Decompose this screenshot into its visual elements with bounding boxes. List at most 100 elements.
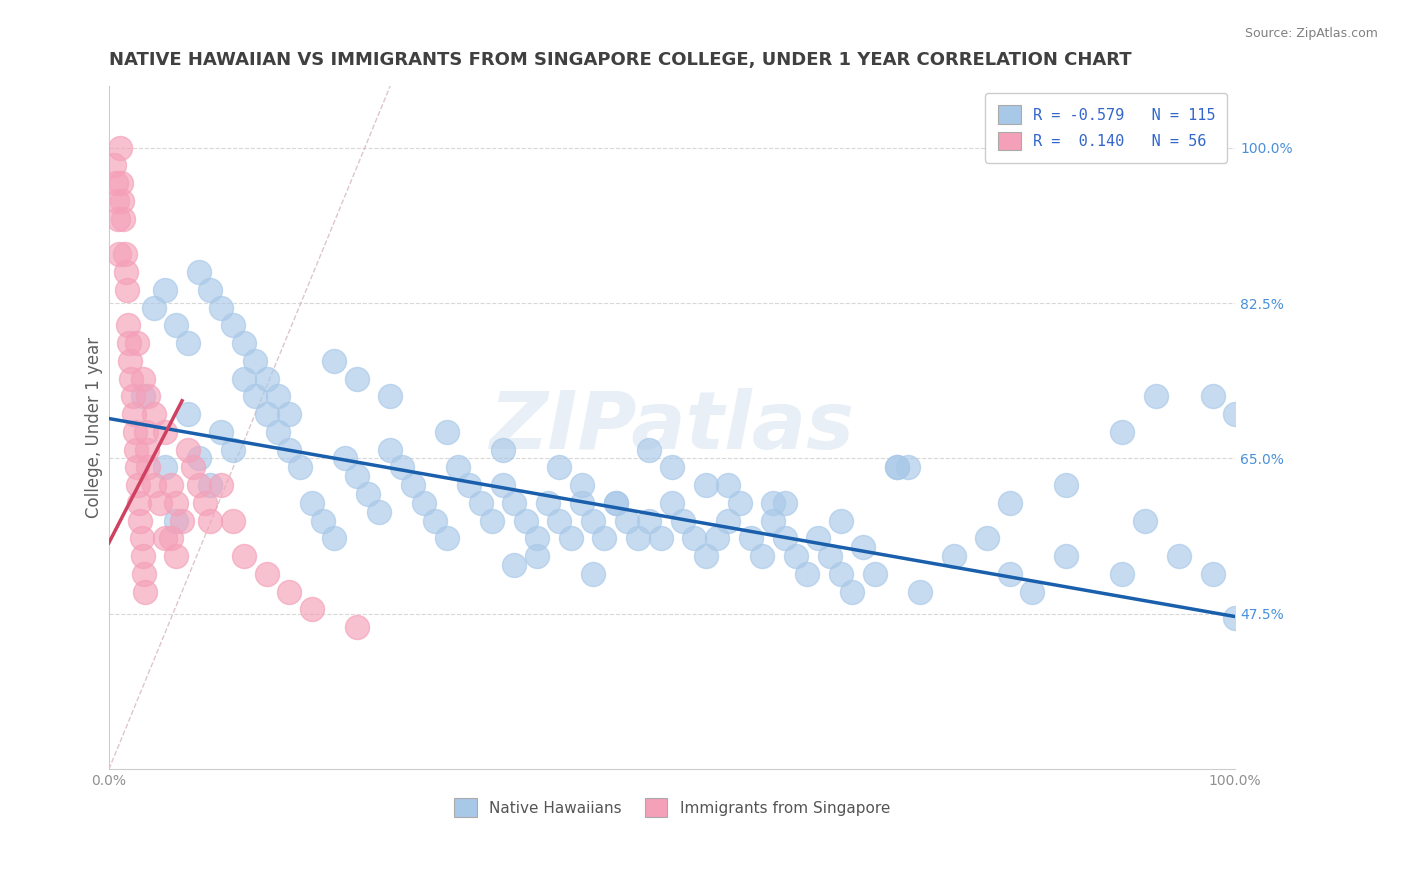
Point bbox=[222, 442, 245, 457]
Point bbox=[796, 566, 818, 581]
Point bbox=[128, 496, 150, 510]
Point bbox=[773, 532, 796, 546]
Point bbox=[131, 532, 153, 546]
Point bbox=[717, 514, 740, 528]
Point bbox=[548, 460, 571, 475]
Point bbox=[830, 514, 852, 528]
Point bbox=[661, 460, 683, 475]
Point bbox=[233, 371, 256, 385]
Point bbox=[1144, 389, 1167, 403]
Point bbox=[142, 301, 165, 315]
Point bbox=[492, 478, 515, 492]
Point bbox=[863, 566, 886, 581]
Point bbox=[142, 407, 165, 421]
Point bbox=[114, 265, 136, 279]
Point bbox=[1054, 549, 1077, 564]
Point bbox=[886, 460, 908, 475]
Point bbox=[582, 566, 605, 581]
Point bbox=[111, 194, 134, 208]
Point bbox=[114, 247, 136, 261]
Point bbox=[312, 514, 335, 528]
Point bbox=[245, 389, 267, 403]
Point bbox=[627, 532, 650, 546]
Point bbox=[136, 442, 159, 457]
Point bbox=[413, 496, 436, 510]
Point bbox=[165, 318, 187, 333]
Point bbox=[153, 460, 176, 475]
Point bbox=[323, 532, 346, 546]
Text: Source: ZipAtlas.com: Source: ZipAtlas.com bbox=[1244, 27, 1378, 40]
Point bbox=[165, 514, 187, 528]
Point bbox=[908, 584, 931, 599]
Point bbox=[548, 514, 571, 528]
Point bbox=[278, 584, 301, 599]
Y-axis label: College, Under 1 year: College, Under 1 year bbox=[86, 337, 103, 518]
Point bbox=[125, 336, 148, 351]
Point bbox=[751, 549, 773, 564]
Point bbox=[200, 478, 222, 492]
Point bbox=[105, 194, 128, 208]
Point bbox=[211, 425, 233, 439]
Point bbox=[278, 442, 301, 457]
Point bbox=[1021, 584, 1043, 599]
Point bbox=[117, 318, 139, 333]
Point bbox=[897, 460, 920, 475]
Point bbox=[706, 532, 728, 546]
Point bbox=[830, 566, 852, 581]
Point bbox=[1133, 514, 1156, 528]
Point bbox=[616, 514, 638, 528]
Point bbox=[125, 442, 148, 457]
Point bbox=[346, 371, 368, 385]
Point bbox=[108, 141, 131, 155]
Point bbox=[447, 460, 470, 475]
Point bbox=[436, 425, 458, 439]
Point bbox=[188, 265, 211, 279]
Point bbox=[104, 176, 127, 190]
Point bbox=[115, 283, 138, 297]
Point bbox=[188, 478, 211, 492]
Point bbox=[717, 478, 740, 492]
Point bbox=[380, 442, 402, 457]
Point bbox=[470, 496, 492, 510]
Point bbox=[841, 584, 863, 599]
Point bbox=[256, 566, 278, 581]
Point bbox=[1167, 549, 1189, 564]
Point bbox=[200, 283, 222, 297]
Point bbox=[256, 407, 278, 421]
Point bbox=[852, 541, 875, 555]
Legend: Native Hawaiians, Immigrants from Singapore: Native Hawaiians, Immigrants from Singap… bbox=[447, 792, 896, 823]
Point bbox=[136, 389, 159, 403]
Point bbox=[436, 532, 458, 546]
Point bbox=[120, 371, 142, 385]
Point bbox=[571, 496, 593, 510]
Point bbox=[159, 478, 181, 492]
Point bbox=[1223, 611, 1246, 625]
Point bbox=[650, 532, 672, 546]
Point bbox=[638, 442, 661, 457]
Point bbox=[233, 336, 256, 351]
Point bbox=[661, 496, 683, 510]
Point bbox=[605, 496, 627, 510]
Point bbox=[120, 353, 142, 368]
Point bbox=[886, 460, 908, 475]
Point bbox=[695, 478, 717, 492]
Point bbox=[211, 478, 233, 492]
Point bbox=[593, 532, 616, 546]
Text: NATIVE HAWAIIAN VS IMMIGRANTS FROM SINGAPORE COLLEGE, UNDER 1 YEAR CORRELATION C: NATIVE HAWAIIAN VS IMMIGRANTS FROM SINGA… bbox=[108, 51, 1132, 69]
Point bbox=[222, 514, 245, 528]
Point bbox=[537, 496, 560, 510]
Point bbox=[346, 469, 368, 483]
Point bbox=[108, 247, 131, 261]
Point bbox=[135, 425, 157, 439]
Point bbox=[256, 371, 278, 385]
Point bbox=[112, 211, 135, 226]
Text: ZIPatlas: ZIPatlas bbox=[489, 388, 855, 467]
Point bbox=[1201, 389, 1223, 403]
Point bbox=[402, 478, 425, 492]
Point bbox=[118, 336, 141, 351]
Point bbox=[503, 558, 526, 572]
Point bbox=[762, 496, 785, 510]
Point bbox=[127, 478, 149, 492]
Point bbox=[976, 532, 998, 546]
Point bbox=[335, 451, 357, 466]
